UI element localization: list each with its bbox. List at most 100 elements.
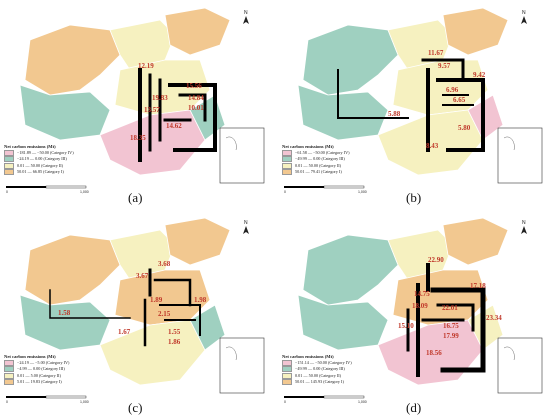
flow-label: 14.62: [166, 122, 182, 130]
legend-item-cat4: −181.89 — −50.00 (Category IV): [17, 150, 74, 156]
flow-label: 18.35: [130, 134, 146, 142]
flow-label: 11.67: [428, 49, 444, 57]
legend-a: Net carbon emissions (Mt) −181.89 — −50.…: [4, 144, 74, 175]
legend-c: Net carbon emissions (Mt) −24.19 — −5.00…: [4, 354, 69, 385]
north-arrow-b: N: [521, 10, 527, 24]
legend-item-cat3: −24.19 — 0.00 (Category III): [17, 156, 67, 162]
flow-label: 17.99: [443, 332, 459, 340]
legend-title: Net carbon emissions (Mt): [282, 353, 334, 359]
svg-text:1,000: 1,000: [80, 400, 89, 404]
panel-b: 11.67 9.57 9.42 6.96 6.65 5.88 5.80 8.43…: [278, 0, 548, 205]
flow-label: 3.68: [158, 260, 171, 268]
legend-item-cat3: −49.99 — 0.00 (Category III): [295, 156, 345, 162]
flow-label: 3.67: [136, 272, 149, 280]
legend-item-cat1: 50.01 — 145.93 (Category I): [295, 378, 344, 384]
map-a: 12.19 15.56 14.84 10.01 14.62 13.57 18.3…: [6, 7, 265, 194]
legend-item-cat4: −24.19 — −5.00 (Category IV): [17, 360, 70, 366]
svg-text:0: 0: [284, 400, 286, 404]
svg-text:1,000: 1,000: [80, 190, 89, 194]
panel-c: 3.68 3.67 1.98 1.89 2.15 1.58 1.67 1.55 …: [0, 210, 270, 415]
flow-label: 1.89: [150, 296, 163, 304]
svg-text:N: N: [522, 220, 526, 226]
china-regions-b: [297, 7, 509, 176]
flow-label: 1.98: [194, 296, 207, 304]
legend-item-cat2: 0.01 — 5.00 (Category II): [17, 372, 61, 378]
legend-item-cat1: 5.01 — 19.83 (Category I): [17, 378, 62, 384]
flow-labels-a: 12.19 15.56 14.84 10.01 14.62 13.57 18.3…: [130, 62, 204, 142]
scale-bar-b: 0 1,000: [284, 185, 367, 194]
svg-text:0: 0: [6, 400, 8, 404]
legend-item-cat1: 50.01 — 79.41 (Category I): [295, 168, 342, 174]
scale-bar-c: 0 1,000: [6, 395, 89, 404]
legend-item-cat2: 0.01 — 50.00 (Category II): [17, 162, 64, 168]
panel-label-b: (b): [406, 190, 422, 205]
legend-item-cat2: 0.01 — 50.00 (Category II): [295, 162, 342, 168]
flow-label: 16.75: [443, 322, 459, 330]
flow-arrows-d: [406, 263, 486, 377]
svg-text:1,000: 1,000: [358, 400, 367, 404]
flow-label: 17.18: [470, 282, 486, 290]
north-arrow-c: N: [243, 220, 249, 234]
south-sea-inset-a: [219, 127, 265, 184]
flow-label: 19.83: [152, 94, 168, 102]
flow-label: 13.57: [144, 106, 160, 114]
legend-item-cat3: −4.99 — 0.00 (Category III): [17, 366, 65, 372]
flow-labels-b: 11.67 9.57 9.42 6.96 6.65 5.88 5.80 8.43: [388, 49, 486, 150]
map-c: 3.68 3.67 1.98 1.89 2.15 1.58 1.67 1.55 …: [6, 217, 265, 404]
flow-label: 2.15: [158, 310, 171, 318]
flow-label: 14.84: [188, 94, 204, 102]
svg-text:N: N: [244, 10, 248, 16]
flow-label: 1.55: [168, 328, 181, 336]
south-sea-inset-d: [497, 337, 543, 394]
legend-title: Net carbon emissions (Mt): [282, 143, 334, 149]
legend-item-cat3: −49.99 — 0.00 (Category III): [295, 366, 345, 372]
flow-label: 8.43: [426, 142, 439, 150]
flow-arrows-b: [337, 58, 485, 152]
flow-labels-d: 22.90 17.18 23.34 22.01 16.75 17.99 15.1…: [398, 256, 502, 357]
legend-item-cat4: −61.58 — −50.00 (Category IV): [295, 150, 350, 156]
flow-label: 18.09: [412, 302, 428, 310]
flow-label: 6.96: [446, 86, 459, 94]
south-sea-inset-c: [219, 337, 265, 394]
panel-d: 22.90 17.18 23.34 22.01 16.75 17.99 15.1…: [278, 210, 548, 415]
svg-text:0: 0: [284, 190, 286, 194]
flow-labels-c: 3.68 3.67 1.98 1.89 2.15 1.58 1.67 1.55 …: [58, 260, 207, 346]
flow-arrows-a: [138, 68, 217, 162]
svg-text:1,000: 1,000: [358, 190, 367, 194]
map-d: 22.90 17.18 23.34 22.01 16.75 17.99 15.1…: [284, 217, 543, 404]
legend-item-cat4: −151.14 — −50.00 (Category IV): [295, 360, 352, 366]
china-regions-c: [19, 217, 231, 386]
flow-label: 22.01: [442, 304, 458, 312]
north-arrow-d: N: [521, 220, 527, 234]
scale-bar-a: 0 1,000: [6, 185, 89, 194]
panel-label-c: (c): [128, 400, 143, 415]
flow-arrows-c: [49, 268, 201, 347]
legend-b: Net carbon emissions (Mt) −61.58 — −50.0…: [282, 144, 350, 175]
legend-d: Net carbon emissions (Mt) −151.14 — −50.…: [282, 354, 352, 385]
panel-a: 12.19 15.56 14.84 10.01 14.62 13.57 18.3…: [0, 0, 270, 205]
flow-label: 15.56: [186, 82, 202, 90]
south-sea-inset-b: [497, 127, 543, 184]
flow-label: 1.58: [58, 309, 71, 317]
legend-title: Net carbon emissions (Mt): [4, 353, 56, 359]
scale-bar-d: 0 1,000: [284, 395, 367, 404]
legend-item-cat1: 50.01 — 66.85 (Category I): [17, 168, 64, 174]
legend-item-cat2: 0.01 — 50.00 (Category II): [295, 372, 342, 378]
flow-label: 18.56: [426, 349, 442, 357]
map-b: 11.67 9.57 9.42 6.96 6.65 5.88 5.80 8.43…: [284, 7, 543, 194]
flow-label: 5.80: [458, 124, 471, 132]
svg-text:0: 0: [6, 190, 8, 194]
flow-label: 1.67: [118, 328, 131, 336]
flow-label: 1.86: [168, 338, 181, 346]
flow-label: 23.34: [486, 314, 502, 322]
flow-label: 12.19: [138, 62, 154, 70]
panel-label-a: (a): [128, 190, 143, 205]
svg-text:N: N: [244, 220, 248, 226]
flow-label: 6.65: [453, 96, 466, 104]
legend-title: Net carbon emissions (Mt): [4, 143, 56, 149]
panel-label-d: (d): [406, 400, 422, 415]
svg-text:N: N: [522, 10, 526, 16]
flow-label: 9.57: [438, 62, 451, 70]
north-arrow-a: N: [243, 10, 249, 24]
